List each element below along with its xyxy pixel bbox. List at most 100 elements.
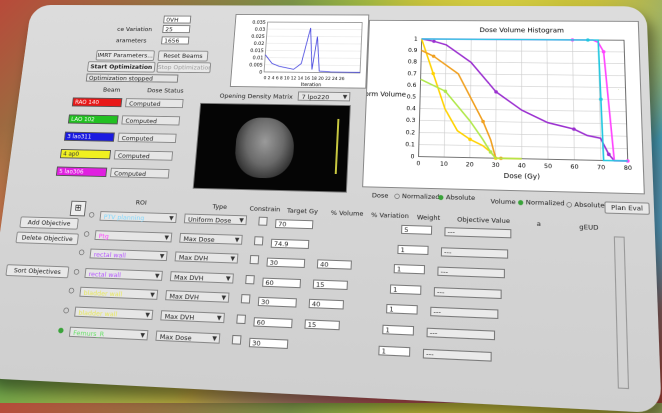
- beam-color-swatch[interactable]: RAO 140: [72, 97, 123, 107]
- dvh-series-point: [432, 40, 436, 43]
- constrain-checkbox[interactable]: [232, 335, 242, 345]
- pct-volume-field[interactable]: 15: [313, 279, 348, 290]
- constrain-checkbox[interactable]: [250, 255, 260, 264]
- stop-optimization-button[interactable]: Stop Optimization: [156, 62, 211, 73]
- target-gy-field[interactable]: 30: [266, 258, 305, 268]
- row-select-radio[interactable]: ○: [78, 248, 85, 256]
- roi-select[interactable]: Ptg▼: [94, 230, 172, 242]
- roi-name: Femurs_R: [73, 328, 105, 338]
- imrt-parameters-button[interactable]: IMRT Parameters...: [96, 50, 155, 61]
- beam-color-swatch[interactable]: 5 lao306: [56, 166, 107, 177]
- y-tick-label: 0.7: [407, 71, 417, 77]
- weight-field[interactable]: 5: [401, 225, 432, 235]
- beam-color-swatch[interactable]: 4 ap0: [60, 149, 111, 159]
- row-select-radio[interactable]: ○: [68, 287, 75, 295]
- weight-field[interactable]: 1: [378, 345, 410, 356]
- objective-value-field: ---: [441, 247, 508, 258]
- dose-normalized-radio[interactable]: ○ Normalized: [394, 192, 440, 201]
- grid-line: [572, 40, 574, 160]
- constrain-checkbox[interactable]: [241, 294, 251, 304]
- x-tick-label: 50: [544, 164, 552, 170]
- x-axis-label: Iteration: [301, 82, 322, 88]
- target-gy-field[interactable]: 60: [262, 277, 301, 288]
- dose-absolute-radio[interactable]: ● Absolute: [438, 193, 475, 202]
- parameters-label: arameters: [116, 37, 147, 44]
- grid-line: [496, 39, 497, 158]
- roi-select[interactable]: bladder wall▼: [79, 287, 158, 300]
- target-gy-field[interactable]: 30: [249, 337, 288, 348]
- objective-type: Uniform Dose: [188, 216, 232, 225]
- opening-density-select[interactable]: 7 lpo220▼: [298, 91, 351, 101]
- pct-volume-field[interactable]: 40: [317, 260, 352, 270]
- dvh-plot: Dose Volume Histogram00.10.20.30.40.50.6…: [363, 21, 644, 194]
- objective-type: Max DVH: [174, 273, 204, 282]
- objective-value-field: ---: [430, 307, 498, 319]
- row-select-radio[interactable]: ●: [58, 326, 65, 334]
- objectives-scrollbar[interactable]: [614, 236, 629, 389]
- beam-color-swatch[interactable]: LAO 102: [68, 114, 119, 124]
- weight-field[interactable]: 1: [390, 284, 422, 294]
- y-tick-label: 0.2: [406, 130, 416, 136]
- pct-volume-field[interactable]: 15: [304, 319, 340, 330]
- chevron-down-icon: ▼: [145, 311, 151, 321]
- volume-radio-label: Volume: [491, 197, 516, 206]
- roi-select[interactable]: rectal wall▼: [84, 268, 163, 281]
- start-optimization-button[interactable]: Start Optimization: [87, 61, 156, 72]
- parameters-field[interactable]: 1656: [161, 36, 189, 44]
- target-gy-field[interactable]: 74.9: [271, 238, 310, 248]
- objective-type-select[interactable]: Uniform Dose▼: [184, 214, 247, 226]
- objective-type-select[interactable]: Max DVH▼: [160, 310, 225, 323]
- roi-name: Ptg: [98, 232, 109, 240]
- volume-absolute-text: Absolute: [574, 201, 604, 210]
- weight-field[interactable]: 1: [394, 264, 425, 274]
- grid-line: [421, 73, 625, 75]
- beam-color-swatch[interactable]: 3 lao311: [64, 132, 115, 142]
- roi-select[interactable]: PTV planning▼: [99, 211, 177, 223]
- target-gy-field[interactable]: 30: [258, 297, 297, 308]
- dose-variation-field[interactable]: 25: [162, 25, 190, 33]
- objective-type-select[interactable]: Max DVH▼: [170, 271, 234, 283]
- roi-select[interactable]: Femurs_R▼: [69, 326, 149, 340]
- optimization-status: Optimization stopped: [86, 74, 179, 83]
- roi-name: rectal wall: [93, 251, 126, 260]
- objective-value-field: ---: [434, 287, 502, 299]
- objective-type-select[interactable]: Max DVH▼: [175, 252, 239, 264]
- x-tick-label: 10: [440, 162, 448, 168]
- x-tick-label: 0: [416, 161, 420, 167]
- objective-type-select[interactable]: Max Dose▼: [179, 233, 243, 245]
- row-select-radio[interactable]: ○: [83, 229, 90, 237]
- weight-field[interactable]: 1: [386, 304, 418, 315]
- chevron-down-icon: ▼: [234, 235, 239, 245]
- target-gy-field[interactable]: 70: [275, 219, 313, 229]
- dose-variation-label: ce Variation: [117, 26, 153, 33]
- constrain-checkbox[interactable]: [258, 217, 267, 226]
- objective-type-select[interactable]: Max DVH▼: [165, 290, 229, 303]
- target-gy-field[interactable]: 60: [253, 317, 292, 328]
- reset-beams-button[interactable]: Reset Beams: [158, 50, 209, 61]
- dvh-series-point: [572, 127, 576, 131]
- plan-eval-button[interactable]: Plan Eval: [604, 201, 650, 214]
- weight-field[interactable]: 1: [397, 244, 428, 254]
- pct-volume-field[interactable]: 40: [309, 299, 344, 310]
- grid-line: [547, 40, 548, 160]
- row-select-radio[interactable]: ○: [63, 306, 70, 314]
- row-select-radio[interactable]: ○: [73, 267, 80, 275]
- objective-type: Max DVH: [178, 254, 208, 263]
- chevron-down-icon: ▼: [150, 291, 156, 301]
- constrain-checkbox[interactable]: [245, 275, 255, 284]
- constrain-checkbox[interactable]: [236, 314, 246, 324]
- y-tick-label: 0.025: [251, 34, 265, 40]
- constrain-checkbox[interactable]: [254, 236, 264, 245]
- volume-absolute-radio[interactable]: ○ Absolute: [566, 200, 605, 209]
- dvh-top-field[interactable]: 0VH: [163, 16, 191, 24]
- roi-select[interactable]: rectal wall▼: [89, 249, 167, 262]
- objective-type-select[interactable]: Max Dose▼: [155, 330, 220, 343]
- beam-dose-status: Computed: [121, 115, 180, 125]
- row-select-radio[interactable]: ○: [88, 211, 95, 219]
- roi-select[interactable]: bladder wall▼: [74, 307, 153, 320]
- chevron-down-icon: ▼: [216, 314, 221, 324]
- volume-normalized-radio[interactable]: ● Normalized: [518, 198, 565, 207]
- weight-field[interactable]: 1: [382, 325, 414, 336]
- chevron-down-icon: ▼: [169, 214, 174, 224]
- dvh-series-point: [607, 153, 611, 157]
